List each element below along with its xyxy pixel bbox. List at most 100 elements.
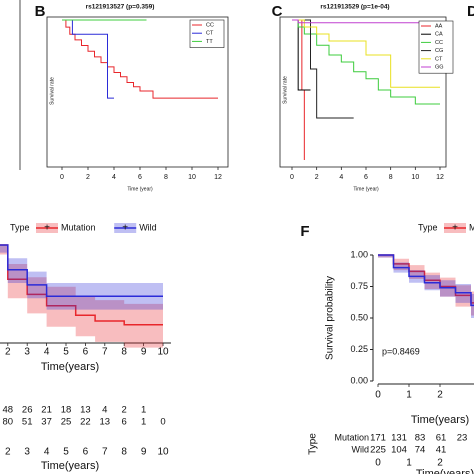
risk-count: 0 — [160, 417, 165, 428]
x-tick-label: 2 — [315, 174, 319, 181]
x-tick-label: 10 — [157, 347, 169, 358]
risk-x-tick-label: 8 — [121, 447, 127, 458]
survival-curve — [292, 19, 354, 119]
risk-x-label: Time(years) — [416, 468, 474, 474]
x-axis-label: Time(years) — [41, 361, 99, 373]
legend-label: CG — [435, 48, 443, 54]
x-tick-label: 6 — [83, 347, 89, 358]
risk-x-tick-label: 9 — [141, 447, 147, 458]
legend-label: CC — [435, 40, 443, 46]
risk-count: 74 — [415, 445, 426, 456]
x-axis-label: Time (year) — [353, 186, 379, 192]
y-axis-label: Survival rate — [49, 77, 55, 105]
panel-label: D — [467, 3, 474, 20]
risk-row-label: Mutation — [334, 432, 369, 442]
x-tick-label: 12 — [436, 174, 444, 181]
legend-plus: + — [452, 223, 458, 234]
survival-curve — [292, 19, 440, 24]
x-tick-label: 6 — [138, 174, 142, 181]
y-axis-label: Survival rate — [282, 76, 288, 104]
legend-label: Wild — [139, 222, 157, 232]
y-tick-label: 0.75 — [350, 281, 368, 291]
risk-count: 1 — [141, 417, 146, 428]
risk-count: 26 — [22, 405, 33, 416]
plot-frame — [279, 16, 447, 168]
risk-count: 83 — [415, 433, 426, 444]
plot-frame — [46, 16, 229, 168]
risk-count: 22 — [80, 417, 91, 428]
legend-label: CT — [206, 31, 214, 37]
risk-y-label: Type — [308, 433, 319, 455]
risk-x-tick-label: 6 — [83, 447, 89, 458]
x-tick-label: 4 — [44, 347, 50, 358]
risk-count: 80 — [3, 417, 14, 428]
risk-count: 41 — [436, 445, 447, 456]
confidence-band — [378, 255, 474, 318]
risk-x-tick-label: 3 — [24, 447, 30, 458]
risk-x-tick-label: 10 — [157, 447, 169, 458]
risk-count: 37 — [41, 417, 52, 428]
p-value: p=0.8469 — [382, 346, 420, 356]
risk-count: 13 — [80, 405, 91, 416]
risk-count: 104 — [391, 445, 407, 456]
risk-count: 21 — [41, 405, 52, 416]
legend-plus: + — [44, 223, 50, 234]
survival-curve — [292, 19, 440, 88]
x-tick-label: 0 — [60, 174, 64, 181]
risk-count: 18 — [61, 405, 72, 416]
x-tick-label: 12 — [214, 174, 222, 181]
x-tick-label: 3 — [24, 347, 30, 358]
legend-label: GG — [435, 64, 444, 70]
legend-title: Type — [418, 222, 438, 232]
y-axis-label: Survival probability — [325, 276, 336, 360]
risk-x-tick-label: 5 — [63, 447, 69, 458]
risk-row-label: Wild — [352, 444, 370, 454]
legend-plus: + — [122, 223, 128, 234]
panel-title: rs121913529 (p=1e-04) — [320, 4, 389, 11]
x-tick-label: 8 — [121, 347, 127, 358]
panel-title: rs121913527 (p=0.359) — [86, 4, 155, 11]
risk-x-tick-label: 1 — [406, 458, 412, 469]
risk-x-tick-label: 0 — [375, 458, 381, 469]
legend-label: Mutation — [469, 222, 474, 232]
legend-label: TT — [206, 39, 213, 45]
confidence-band — [378, 255, 474, 316]
panel-label: B — [35, 3, 46, 20]
survival-curve — [292, 19, 440, 105]
risk-count: 23 — [457, 433, 468, 444]
risk-count: 6 — [122, 417, 127, 428]
x-tick-label: 10 — [411, 174, 419, 181]
risk-count: 48 — [3, 405, 14, 416]
x-tick-label: 7 — [102, 347, 108, 358]
risk-count: 61 — [436, 433, 447, 444]
x-tick-label: 9 — [141, 347, 147, 358]
x-tick-label: 4 — [112, 174, 116, 181]
panel-label: F — [300, 223, 309, 240]
risk-count: 2 — [122, 405, 127, 416]
risk-count: 51 — [22, 417, 33, 428]
survival-curve — [0, 244, 163, 326]
legend-label: CC — [206, 22, 214, 28]
risk-x-tick-label: 7 — [102, 447, 108, 458]
x-axis-label: Time(years) — [411, 414, 469, 426]
risk-x-label: Time(years) — [41, 460, 99, 472]
y-tick-label: 1.00 — [350, 249, 368, 259]
legend-label: Mutation — [61, 222, 96, 232]
survival-curve — [378, 254, 474, 307]
risk-count: 225 — [370, 445, 386, 456]
legend-title: Type — [10, 222, 30, 232]
x-tick-label: 2 — [5, 347, 11, 358]
risk-count: 131 — [391, 433, 407, 444]
risk-x-tick-label: 2 — [437, 458, 443, 469]
risk-count: 25 — [61, 417, 72, 428]
y-tick-label: 0.00 — [350, 375, 368, 385]
x-tick-label: 1 — [406, 390, 412, 401]
legend-box — [418, 20, 454, 74]
survival-curve — [0, 244, 163, 298]
x-tick-label: 2 — [86, 174, 90, 181]
x-tick-label: 0 — [290, 174, 294, 181]
risk-count: 1 — [141, 405, 146, 416]
x-tick-label: 2 — [437, 390, 443, 401]
